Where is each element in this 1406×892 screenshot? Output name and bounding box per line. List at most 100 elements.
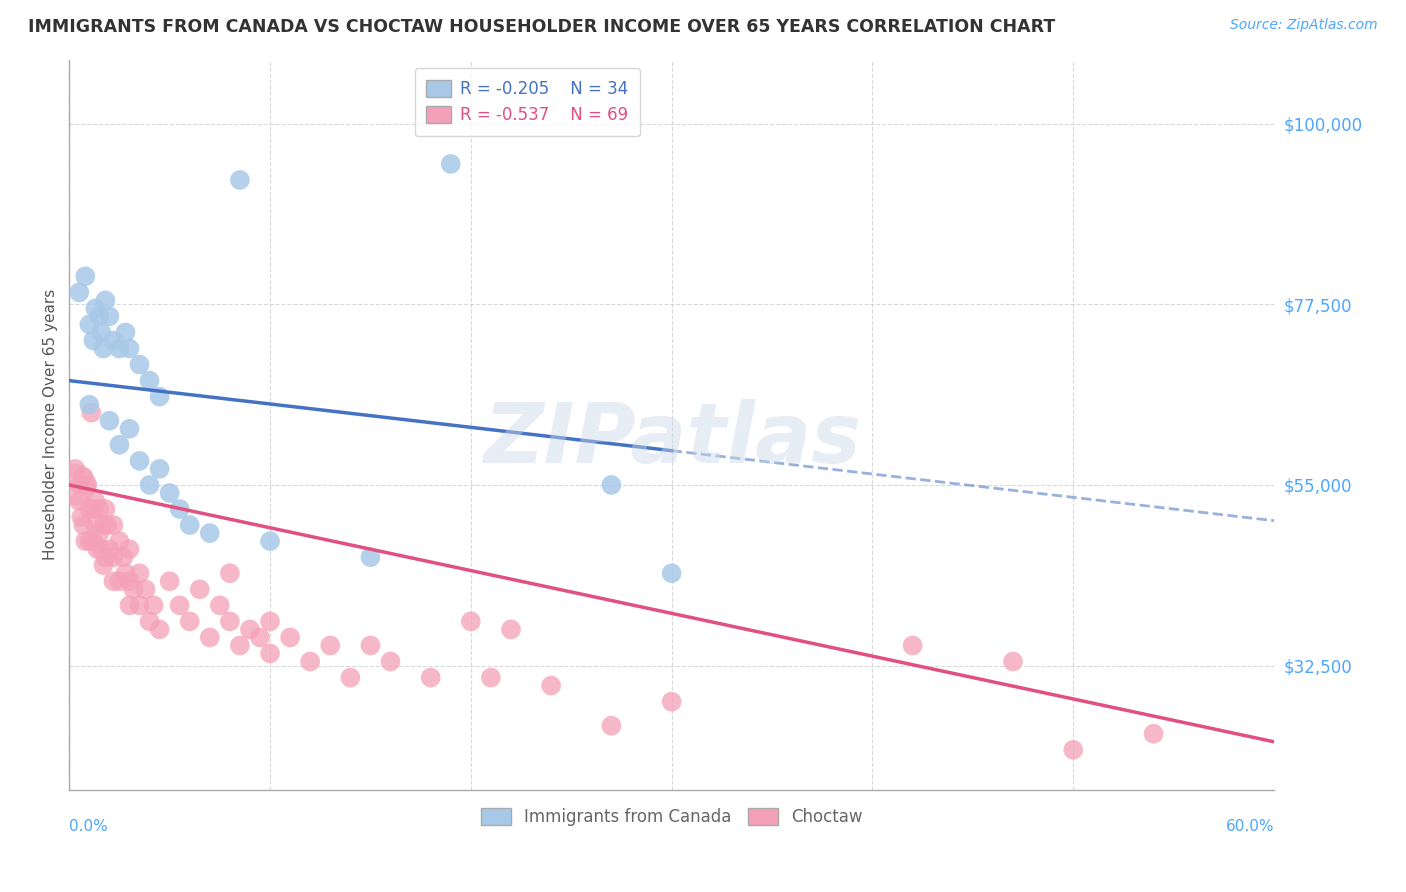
Point [419, 671, 441, 685]
Text: ZIPatlas: ZIPatlas [482, 399, 860, 480]
Point [67, 494, 90, 508]
Point [65, 478, 87, 492]
Point [79, 398, 101, 412]
Point [82, 334, 104, 348]
Point [600, 478, 623, 492]
Point [93, 518, 115, 533]
Point [76, 478, 98, 492]
Y-axis label: Householder Income Over 65 years: Householder Income Over 65 years [44, 289, 58, 560]
Point [93, 558, 115, 573]
Point [359, 639, 381, 653]
Point [96, 518, 118, 533]
Point [75, 269, 97, 284]
Point [90, 542, 112, 557]
Legend: Immigrants from Canada, Choctaw: Immigrants from Canada, Choctaw [474, 801, 869, 833]
Point [89, 310, 111, 324]
Point [198, 631, 221, 645]
Point [901, 639, 924, 653]
Point [359, 550, 381, 565]
Point [103, 574, 125, 589]
Point [84, 301, 107, 316]
Point [259, 615, 281, 629]
Text: 60.0%: 60.0% [1226, 819, 1274, 834]
Point [278, 631, 301, 645]
Point [229, 639, 252, 653]
Point [65, 462, 87, 476]
Point [114, 566, 136, 581]
Point [103, 518, 125, 533]
Point [600, 719, 623, 733]
Point [128, 358, 150, 372]
Point [112, 550, 135, 565]
Point [208, 599, 231, 613]
Point [89, 502, 111, 516]
Point [138, 374, 160, 388]
Point [108, 342, 131, 356]
Point [1142, 727, 1164, 741]
Point [118, 342, 141, 356]
Point [540, 679, 562, 693]
Point [249, 631, 271, 645]
Point [72, 518, 94, 533]
Point [135, 582, 157, 597]
Point [169, 599, 191, 613]
Point [299, 655, 322, 669]
Point [239, 623, 262, 637]
Point [94, 550, 117, 565]
Text: IMMIGRANTS FROM CANADA VS CHOCTAW HOUSEHOLDER INCOME OVER 65 YEARS CORRELATION C: IMMIGRANTS FROM CANADA VS CHOCTAW HOUSEH… [28, 18, 1056, 36]
Point [98, 542, 121, 557]
Point [460, 615, 482, 629]
Point [198, 526, 221, 541]
Point [179, 518, 201, 533]
Text: 0.0%: 0.0% [69, 819, 108, 834]
Point [103, 550, 125, 565]
Point [94, 293, 117, 308]
Point [128, 566, 150, 581]
Point [159, 574, 181, 589]
Point [82, 534, 104, 549]
Point [138, 478, 160, 492]
Point [79, 318, 101, 332]
Point [79, 534, 101, 549]
Point [118, 574, 141, 589]
Point [103, 334, 125, 348]
Point [122, 582, 145, 597]
Point [128, 454, 150, 468]
Point [229, 173, 252, 187]
Point [82, 502, 104, 516]
Point [1062, 743, 1084, 757]
Point [72, 470, 94, 484]
Point [98, 310, 121, 324]
Point [142, 599, 165, 613]
Point [339, 671, 361, 685]
Point [1001, 655, 1024, 669]
Point [218, 566, 240, 581]
Point [118, 422, 141, 436]
Point [259, 534, 281, 549]
Point [169, 502, 191, 516]
Point [128, 599, 150, 613]
Point [479, 671, 502, 685]
Point [89, 526, 111, 541]
Point [149, 623, 172, 637]
Point [108, 534, 131, 549]
Point [218, 615, 240, 629]
Point [118, 599, 141, 613]
Point [86, 542, 108, 557]
Point [661, 566, 683, 581]
Point [380, 655, 402, 669]
Point [67, 478, 90, 492]
Point [79, 502, 101, 516]
Point [70, 510, 93, 524]
Point [118, 542, 141, 557]
Point [319, 639, 342, 653]
Point [179, 615, 201, 629]
Point [138, 615, 160, 629]
Point [499, 623, 522, 637]
Point [259, 647, 281, 661]
Point [440, 157, 463, 171]
Point [149, 462, 172, 476]
Point [159, 486, 181, 500]
Point [80, 406, 103, 420]
Point [67, 285, 90, 300]
